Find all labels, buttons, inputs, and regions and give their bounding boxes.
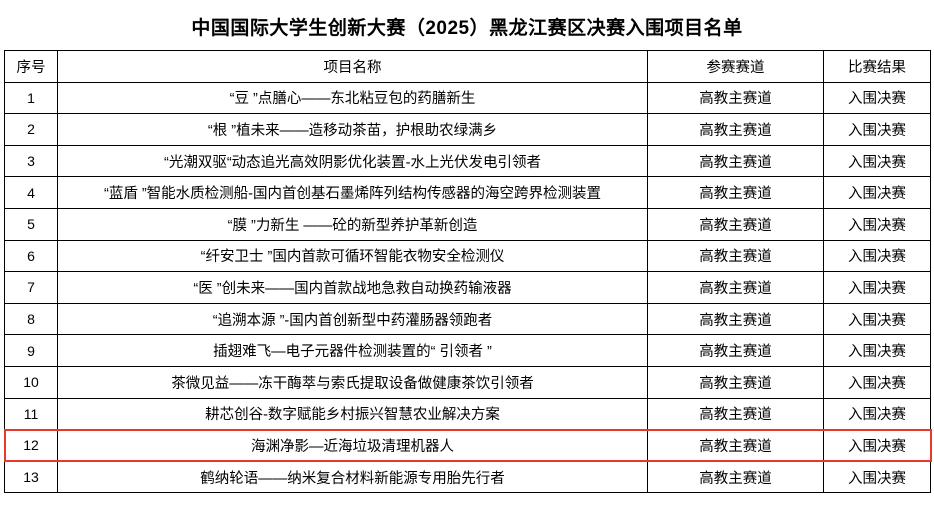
serial-no-cell: 4 — [4, 176, 58, 209]
result-cell: 入围决赛 — [823, 144, 931, 178]
track-cell: 高教主赛道 — [647, 207, 824, 241]
table-row: 3 “光潮双驱“动态追光高效阴影优化装置-水上光伏发电引领者 高教主赛道 入围决赛 — [4, 144, 931, 178]
result-cell: 入围决赛 — [823, 302, 931, 336]
project-name-cell: “根 ”植未来——造移动茶苗，护根助农绿满乡 — [57, 113, 648, 146]
column-header-serial-no: 序号 — [4, 50, 58, 83]
serial-no-cell: 6 — [4, 239, 58, 273]
table-row: 11 耕芯创谷-数字赋能乡村振兴智慧农业解决方案 高教主赛道 入围决赛 — [4, 397, 931, 431]
project-name-cell: 海渊净影—近海垃圾清理机器人 — [57, 429, 648, 462]
result-cell: 入围决赛 — [823, 365, 931, 399]
project-name-cell: “医 ”创未来——国内首款战地急救自动换药输液器 — [57, 271, 648, 304]
table-row: 7 “医 ”创未来——国内首款战地急救自动换药输液器 高教主赛道 入围决赛 — [4, 271, 931, 304]
table-row: 4 “蓝盾 ”智能水质检测船-国内首创基石墨烯阵列结构传感器的海空跨界检测装置 高教… — [4, 176, 931, 209]
table-row: 8 “追溯本源 ”-国内首创新型中药灌肠器领跑者 高教主赛道 入围决赛 — [4, 302, 931, 336]
table-row: 13 鹤纳轮语——纳米复合材料新能源专用胎先行者 高教主赛道 入围决赛 — [4, 460, 931, 494]
project-name-cell: “追溯本源 ”-国内首创新型中药灌肠器领跑者 — [57, 302, 648, 336]
track-cell: 高教主赛道 — [647, 81, 824, 115]
result-cell: 入围决赛 — [823, 460, 931, 494]
track-cell: 高教主赛道 — [647, 271, 824, 304]
table-row: 1 “豆 ”点膳心——东北粘豆包的药膳新生 高教主赛道 入围决赛 — [4, 81, 931, 115]
serial-no-cell: 13 — [4, 460, 58, 494]
table-row: 2 “根 ”植未来——造移动茶苗，护根助农绿满乡 高教主赛道 入围决赛 — [4, 113, 931, 146]
track-cell: 高教主赛道 — [647, 334, 824, 367]
page-title: 中国国际大学生创新大赛（2025）黑龙江赛区决赛入围项目名单 — [191, 18, 743, 39]
serial-no-cell: 12 — [4, 429, 58, 462]
project-name-cell: 插翅难飞—电子元器件检测装置的“ 引领者 ” — [57, 334, 648, 367]
result-cell: 入围决赛 — [823, 81, 931, 115]
serial-no-cell: 8 — [4, 302, 58, 336]
track-cell: 高教主赛道 — [647, 144, 824, 178]
track-cell: 高教主赛道 — [647, 397, 824, 431]
track-cell: 高教主赛道 — [647, 460, 824, 494]
column-header-project-name: 项目名称 — [57, 50, 648, 83]
project-name-cell: “豆 ”点膳心——东北粘豆包的药膳新生 — [57, 81, 648, 115]
result-cell: 入围决赛 — [823, 397, 931, 431]
project-name-cell: “光潮双驱“动态追光高效阴影优化装置-水上光伏发电引领者 — [57, 144, 648, 178]
result-cell: 入围决赛 — [823, 113, 931, 146]
project-name-cell: “蓝盾 ”智能水质检测船-国内首创基石墨烯阵列结构传感器的海空跨界检测装置 — [57, 176, 648, 209]
result-cell: 入围决赛 — [823, 429, 931, 462]
project-name-cell: 茶微见益——冻干酶萃与索氏提取设备做健康茶饮引领者 — [57, 365, 648, 399]
finalists-table: 序号 项目名称 参赛赛道 比赛结果 1 “豆 ”点膳心——东北粘豆包的药膳新生 高教… — [3, 50, 932, 494]
serial-no-cell: 5 — [4, 207, 58, 241]
serial-no-cell: 9 — [4, 334, 58, 367]
serial-no-cell: 11 — [4, 397, 58, 431]
result-cell: 入围决赛 — [823, 239, 931, 273]
table-row: 9 插翅难飞—电子元器件检测装置的“ 引领者 ” 高教主赛道 入围决赛 — [4, 334, 931, 367]
track-cell: 高教主赛道 — [647, 176, 824, 209]
project-name-cell: “膜 ”力新生 ——砼的新型养护革新创造 — [57, 207, 648, 241]
serial-no-cell: 2 — [4, 113, 58, 146]
result-cell: 入围决赛 — [823, 334, 931, 367]
track-cell: 高教主赛道 — [647, 239, 824, 273]
project-name-cell: 鹤纳轮语——纳米复合材料新能源专用胎先行者 — [57, 460, 648, 494]
serial-no-cell: 7 — [4, 271, 58, 304]
column-header-track: 参赛赛道 — [647, 50, 824, 83]
table-body: 1 “豆 ”点膳心——东北粘豆包的药膳新生 高教主赛道 入围决赛 2 “根 ”植未来——造… — [3, 81, 932, 494]
track-cell: 高教主赛道 — [647, 429, 824, 462]
table-header-row: 序号 项目名称 参赛赛道 比赛结果 — [4, 50, 931, 83]
table-row: 6 “纤安卫士 ”国内首款可循环智能衣物安全检测仪 高教主赛道 入围决赛 — [4, 239, 931, 273]
project-name-cell: “纤安卫士 ”国内首款可循环智能衣物安全检测仪 — [57, 239, 648, 273]
table-row: 5 “膜 ”力新生 ——砼的新型养护革新创造 高教主赛道 入围决赛 — [4, 207, 931, 241]
result-cell: 入围决赛 — [823, 176, 931, 209]
project-name-cell: 耕芯创谷-数字赋能乡村振兴智慧农业解决方案 — [57, 397, 648, 431]
table-row: 10 茶微见益——冻干酶萃与索氏提取设备做健康茶饮引领者 高教主赛道 入围决赛 — [4, 365, 931, 399]
column-header-result: 比赛结果 — [823, 50, 931, 83]
serial-no-cell: 3 — [4, 144, 58, 178]
serial-no-cell: 10 — [4, 365, 58, 399]
result-cell: 入围决赛 — [823, 271, 931, 304]
track-cell: 高教主赛道 — [647, 302, 824, 336]
result-cell: 入围决赛 — [823, 207, 931, 241]
table-row-highlighted: 12 海渊净影—近海垃圾清理机器人 高教主赛道 入围决赛 — [3, 428, 932, 463]
serial-no-cell: 1 — [4, 81, 58, 115]
track-cell: 高教主赛道 — [647, 113, 824, 146]
track-cell: 高教主赛道 — [647, 365, 824, 399]
